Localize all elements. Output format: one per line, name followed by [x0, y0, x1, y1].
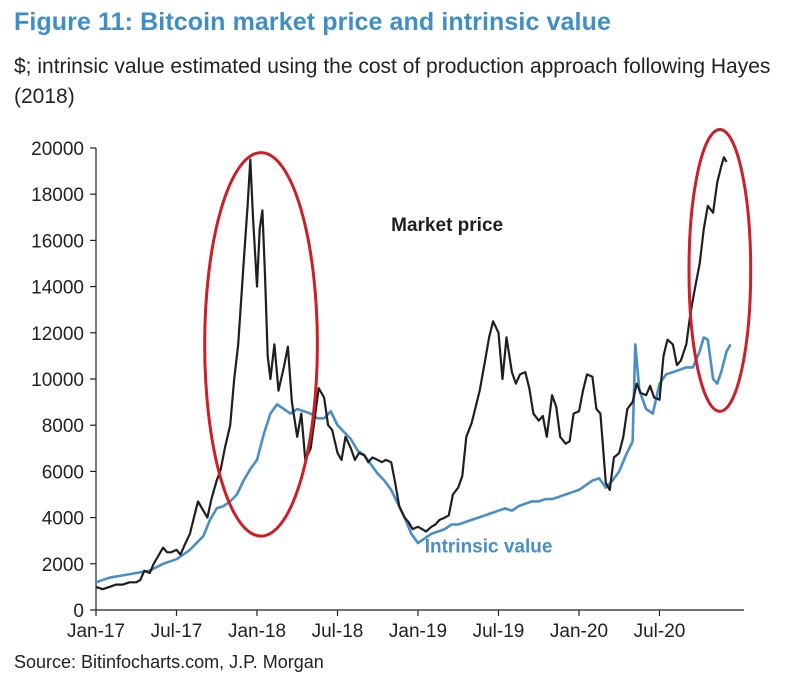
- figure-title: Figure 11: Bitcoin market price and intr…: [14, 8, 611, 36]
- highlight-ellipse-peak-2017: [203, 151, 319, 538]
- x-tick-label: Jan-20: [550, 621, 608, 642]
- y-tick-label: 14000: [31, 278, 84, 299]
- chart-axes: 0 2000 4000 6000 8000 10000 12000 14000 16000 180…: [31, 139, 744, 642]
- x-tick-label: Jul-17: [151, 621, 203, 642]
- figure-subtitle: $; intrinsic value estimated using the c…: [14, 55, 771, 108]
- series-line-market-price: [95, 156, 728, 591]
- chart-highlight-layer: [203, 128, 753, 538]
- chart-series-layer: [95, 156, 732, 591]
- chart-annotation-layer: Market price Intrinsic value: [391, 215, 552, 557]
- y-tick-label: 8000: [42, 416, 84, 437]
- x-tick-label: Jan-19: [389, 621, 447, 642]
- annotation-market-price: Market price: [391, 215, 503, 236]
- y-tick-label: 6000: [42, 462, 84, 483]
- annotation-intrinsic-value: Intrinsic value: [425, 536, 553, 557]
- x-tick-label: Jan-18: [228, 621, 286, 642]
- y-tick-label: 10000: [31, 370, 84, 391]
- y-tick-label: 0: [73, 601, 84, 622]
- y-tick-label: 16000: [31, 231, 84, 252]
- y-tick-label: 4000: [42, 509, 84, 530]
- y-tick-label: 2000: [42, 555, 84, 576]
- y-tick-label: 18000: [31, 185, 84, 206]
- y-tick-label: 20000: [31, 139, 84, 160]
- x-tick-label: Jul-20: [634, 621, 686, 642]
- highlight-ellipse-peak-2020: [687, 128, 753, 413]
- x-tick-label: Jul-18: [312, 621, 364, 642]
- y-tick-label: 12000: [31, 324, 84, 345]
- source-note: Source: Bitinfocharts.com, J.P. Morgan: [14, 652, 324, 672]
- series-line-intrinsic-value: [95, 336, 732, 584]
- x-tick-label: Jul-19: [473, 621, 525, 642]
- x-tick-label: Jan-17: [67, 621, 125, 642]
